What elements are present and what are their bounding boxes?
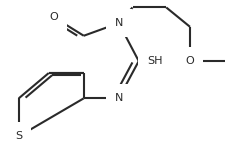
Text: O: O — [50, 12, 58, 22]
Text: N: N — [114, 18, 123, 28]
Text: O: O — [186, 56, 194, 66]
Text: N: N — [114, 93, 123, 103]
Text: SH: SH — [147, 56, 162, 66]
Text: S: S — [15, 131, 22, 141]
